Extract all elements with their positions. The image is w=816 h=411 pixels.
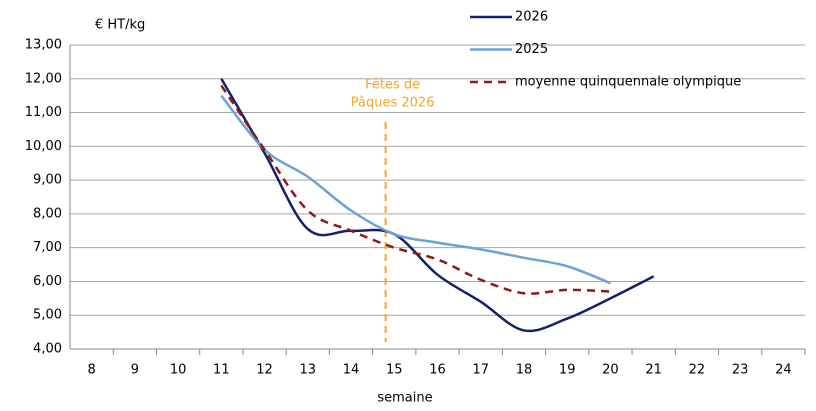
series-line bbox=[220, 94, 611, 285]
y-tick-label: 13,00 bbox=[25, 38, 62, 53]
x-tick-label: 15 bbox=[386, 363, 403, 378]
x-axis-label: semaine bbox=[377, 391, 432, 406]
x-tick-label: 16 bbox=[429, 363, 446, 378]
x-tick-label: 12 bbox=[256, 363, 273, 378]
x-tick-label: 20 bbox=[602, 363, 619, 378]
x-tick-label: 13 bbox=[300, 363, 317, 378]
y-tick-label: 9,00 bbox=[33, 173, 62, 188]
x-tick-label: 21 bbox=[645, 363, 662, 378]
x-tick-label: 19 bbox=[559, 363, 576, 378]
series-line bbox=[220, 78, 655, 333]
legend-label: moyenne quinquennale olympique bbox=[515, 75, 741, 90]
x-tick-label: 18 bbox=[516, 363, 533, 378]
x-tick-label: 24 bbox=[775, 363, 792, 378]
x-tick-label: 11 bbox=[213, 363, 230, 378]
y-tick-label: 12,00 bbox=[25, 71, 62, 86]
annotation-text: Pâques 2026 bbox=[351, 96, 435, 111]
x-tick-label: 22 bbox=[689, 363, 706, 378]
annotation-text: Fêtes de bbox=[365, 78, 420, 93]
legend-label: 2026 bbox=[515, 10, 548, 25]
y-axis-label: € HT/kg bbox=[95, 18, 145, 33]
x-tick-label: 14 bbox=[343, 363, 360, 378]
x-tick-label: 17 bbox=[472, 363, 489, 378]
x-tick-label: 8 bbox=[87, 363, 95, 378]
y-tick-label: 10,00 bbox=[25, 139, 62, 154]
x-tick-label: 23 bbox=[732, 363, 749, 378]
y-tick-label: 4,00 bbox=[33, 342, 62, 357]
y-tick-label: 6,00 bbox=[33, 274, 62, 289]
y-tick-label: 8,00 bbox=[33, 206, 62, 221]
x-tick-label: 10 bbox=[170, 363, 187, 378]
y-tick-label: 11,00 bbox=[25, 105, 62, 120]
y-tick-label: 7,00 bbox=[33, 240, 62, 255]
legend-label: 2025 bbox=[515, 42, 548, 57]
x-tick-label: 9 bbox=[131, 363, 139, 378]
y-tick-label: 5,00 bbox=[33, 308, 62, 323]
